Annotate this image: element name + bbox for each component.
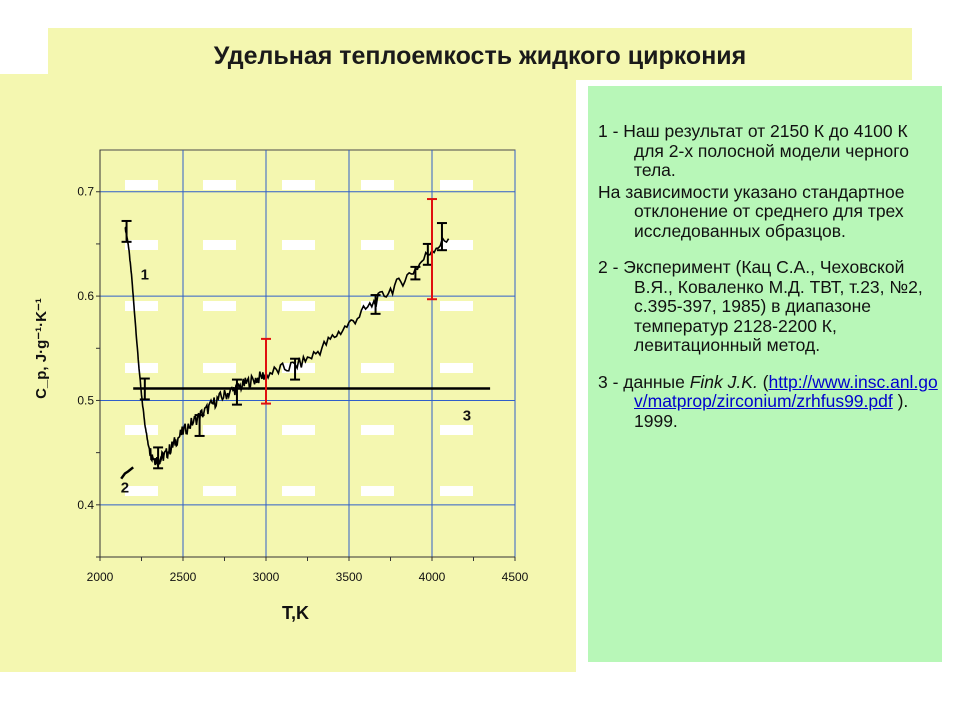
x-axis-label: T,K xyxy=(282,603,309,623)
background-dash xyxy=(361,301,394,311)
series-label: 2 xyxy=(121,479,129,496)
background-dash xyxy=(125,240,158,250)
background-dash xyxy=(203,425,236,435)
background-dash xyxy=(203,301,236,311)
background-dash xyxy=(203,363,236,373)
series-line-2 xyxy=(120,466,134,480)
background-dash xyxy=(282,363,315,373)
background-dash xyxy=(440,180,473,190)
y-axis-label: C_p, J·g⁻¹·K⁻¹ xyxy=(33,298,50,399)
background-dash xyxy=(440,363,473,373)
background-dash xyxy=(282,180,315,190)
legend-item-2: 2 - Эксперимент (Кац С.А., Чеховской В.Я… xyxy=(598,257,923,355)
y-tick-label: 0.5 xyxy=(77,393,94,407)
background-dash xyxy=(361,363,394,373)
title-bar: Удельная теплоемкость жидкого циркония xyxy=(48,28,912,80)
legend-item-3: 3 - данные Fink J.K. (http://www.insc.an… xyxy=(598,371,938,432)
background-dash xyxy=(125,180,158,190)
legend-note: На зависимости указано стандартное откло… xyxy=(598,181,905,241)
background-dash xyxy=(440,240,473,250)
legend-item-3-suffix: ). 1999. xyxy=(634,391,909,431)
legend-item-3-prefix: 3 - данные xyxy=(598,371,690,392)
legend-text: 1 - Наш результат от 2150 К до 4100 К дл… xyxy=(598,121,938,448)
background-dash xyxy=(203,240,236,250)
series-line-1 xyxy=(124,226,450,466)
legend-panel: 1 - Наш результат от 2150 К до 4100 К дл… xyxy=(584,86,942,662)
legend-item-3-open: ( xyxy=(757,371,769,392)
y-tick-label: 0.4 xyxy=(77,498,94,512)
x-tick-label: 4500 xyxy=(502,570,529,584)
background-dash xyxy=(282,301,315,311)
series-label: 1 xyxy=(141,266,149,283)
legend-item-3-author: Fink J.K. xyxy=(689,371,758,392)
x-tick-label: 3500 xyxy=(336,570,363,584)
background-dash xyxy=(282,240,315,250)
y-tick-label: 0.7 xyxy=(77,185,94,199)
background-dash xyxy=(282,486,315,496)
background-dash xyxy=(203,180,236,190)
legend-item-1: 1 - Наш результат от 2150 К до 4100 К дл… xyxy=(598,121,909,180)
series-label: 3 xyxy=(463,407,471,424)
background-dash xyxy=(361,240,394,250)
x-tick-label: 2500 xyxy=(170,570,197,584)
reference-link[interactable]: http://www.insc.anl.gov/matprop/zirconiu… xyxy=(634,371,938,411)
page-title: Удельная теплоемкость жидкого циркония xyxy=(213,42,747,70)
x-tick-label: 2000 xyxy=(87,570,114,584)
background-dash xyxy=(361,180,394,190)
background-dash xyxy=(440,301,473,311)
background-dash xyxy=(440,486,473,496)
background-dash xyxy=(125,486,158,496)
x-tick-label: 3000 xyxy=(253,570,280,584)
background-dash xyxy=(361,486,394,496)
background-dash xyxy=(440,425,473,435)
background-dash xyxy=(125,363,158,373)
y-tick-label: 0.6 xyxy=(77,289,94,303)
background-dash xyxy=(125,301,158,311)
background-dash xyxy=(203,486,236,496)
background-dash xyxy=(125,425,158,435)
background-dash xyxy=(361,425,394,435)
background-dash xyxy=(282,425,315,435)
x-tick-label: 4000 xyxy=(419,570,446,584)
